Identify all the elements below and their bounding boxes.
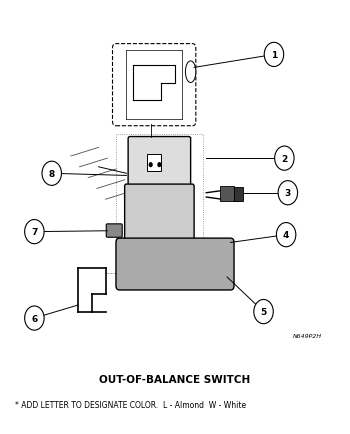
Circle shape bbox=[149, 163, 153, 168]
Circle shape bbox=[276, 223, 296, 247]
Text: N649P2H: N649P2H bbox=[292, 333, 322, 338]
Circle shape bbox=[42, 162, 62, 186]
Circle shape bbox=[25, 306, 44, 330]
Circle shape bbox=[264, 43, 284, 67]
Text: 4: 4 bbox=[283, 230, 289, 240]
FancyBboxPatch shape bbox=[112, 45, 196, 126]
Bar bbox=[220, 187, 234, 202]
FancyBboxPatch shape bbox=[128, 137, 191, 197]
Circle shape bbox=[157, 163, 161, 168]
FancyBboxPatch shape bbox=[125, 184, 194, 250]
Circle shape bbox=[275, 147, 294, 171]
Text: * ADD LETTER TO DESIGNATE COLOR.  L - Almond  W - White: * ADD LETTER TO DESIGNATE COLOR. L - Alm… bbox=[15, 400, 246, 409]
Text: 3: 3 bbox=[285, 189, 291, 198]
Text: 1: 1 bbox=[271, 51, 277, 60]
Circle shape bbox=[254, 300, 273, 324]
FancyBboxPatch shape bbox=[116, 135, 203, 247]
Circle shape bbox=[25, 220, 44, 244]
Bar bbox=[147, 155, 161, 172]
Text: 6: 6 bbox=[31, 314, 37, 323]
Text: OUT-OF-BALANCE SWITCH: OUT-OF-BALANCE SWITCH bbox=[99, 374, 251, 384]
Text: 5: 5 bbox=[260, 307, 267, 316]
Text: 2: 2 bbox=[281, 155, 287, 163]
Circle shape bbox=[278, 181, 298, 205]
Text: 7: 7 bbox=[31, 227, 37, 237]
FancyBboxPatch shape bbox=[106, 224, 122, 238]
Text: 8: 8 bbox=[49, 169, 55, 178]
FancyBboxPatch shape bbox=[116, 239, 234, 290]
Ellipse shape bbox=[186, 62, 196, 83]
Bar bbox=[234, 187, 243, 201]
